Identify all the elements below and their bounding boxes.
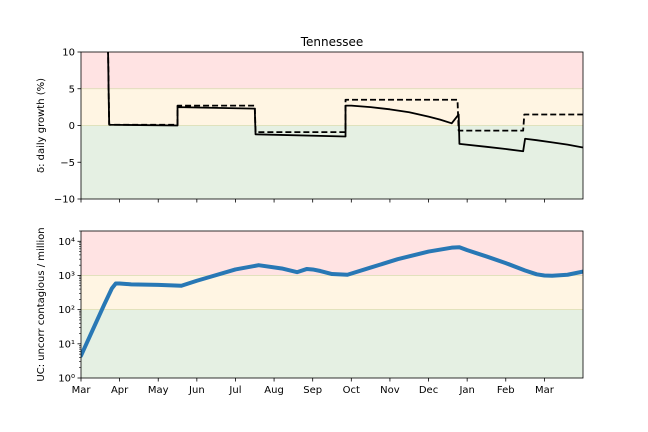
y-tick-label: 0 <box>69 121 75 132</box>
contagious-zone-bands <box>81 231 583 378</box>
x-tick-label: Dec <box>419 385 438 396</box>
x-tick-label: Sep <box>303 385 322 396</box>
contagious-panel: 10⁰ 10¹ 10² 10³ 10⁴ Mar Apr May Jun Jul Aug Sep Oct… <box>36 227 584 396</box>
growth-zone-bands <box>81 52 583 199</box>
zone-band-red <box>81 231 583 276</box>
x-tick-label: Aug <box>264 385 284 396</box>
zone-band-yellow <box>81 88 583 126</box>
x-tick-label: Nov <box>380 385 400 396</box>
y-tick-label: 5 <box>69 84 75 95</box>
x-tick-label: Apr <box>111 385 129 396</box>
x-tick-label: Oct <box>343 385 360 396</box>
y-tick-label: 10³ <box>58 271 75 282</box>
growth-panel: −10 −5 0 5 10 Tennessee δ: daily growth (%) <box>36 35 584 206</box>
series-line-solid-thick <box>81 245 583 358</box>
growth-series-lines <box>107 52 583 153</box>
y-tick-label: 10⁴ <box>58 237 75 248</box>
contagious-axes-frame <box>80 230 584 379</box>
zone-band-yellow <box>81 275 583 310</box>
x-tick-label: Jan <box>458 385 474 396</box>
x-tick-label: Jun <box>188 385 205 396</box>
growth-y-axis-label: δ: daily growth (%) <box>36 78 47 173</box>
contagious-y-ticks: 10⁰ 10¹ 10² 10³ 10⁴ <box>58 230 81 385</box>
x-tick-label: Feb <box>497 385 515 396</box>
chart-title: Tennessee <box>300 35 364 49</box>
zone-band-green <box>81 309 583 378</box>
y-tick-label: −5 <box>60 158 75 169</box>
y-tick-label: 10⁰ <box>58 374 75 385</box>
x-tick-label: May <box>148 385 169 396</box>
y-tick-label: 10² <box>58 305 75 316</box>
growth-y-ticks: −10 −5 0 5 10 <box>54 48 81 206</box>
x-tick-label: Mar <box>535 385 555 396</box>
x-tick-label: Mar <box>72 385 92 396</box>
contagious-y-axis-label: UC: uncorr contagious / million <box>36 227 47 381</box>
y-tick-label: −10 <box>54 195 75 206</box>
y-tick-label: 10¹ <box>58 339 75 350</box>
zone-band-red <box>81 52 583 89</box>
contagious-x-ticks: Mar Apr May Jun Jul Aug Sep Oct Nov Dec Jan Feb Mar <box>72 378 555 396</box>
growth-x-ticks <box>80 199 545 203</box>
x-tick-label: Jul <box>228 385 241 396</box>
series-line-solid <box>107 52 583 153</box>
zone-band-green <box>81 125 583 199</box>
y-tick-label: 10 <box>62 48 75 59</box>
contagious-series-lines <box>81 245 583 358</box>
series-line-dashed <box>107 52 583 134</box>
